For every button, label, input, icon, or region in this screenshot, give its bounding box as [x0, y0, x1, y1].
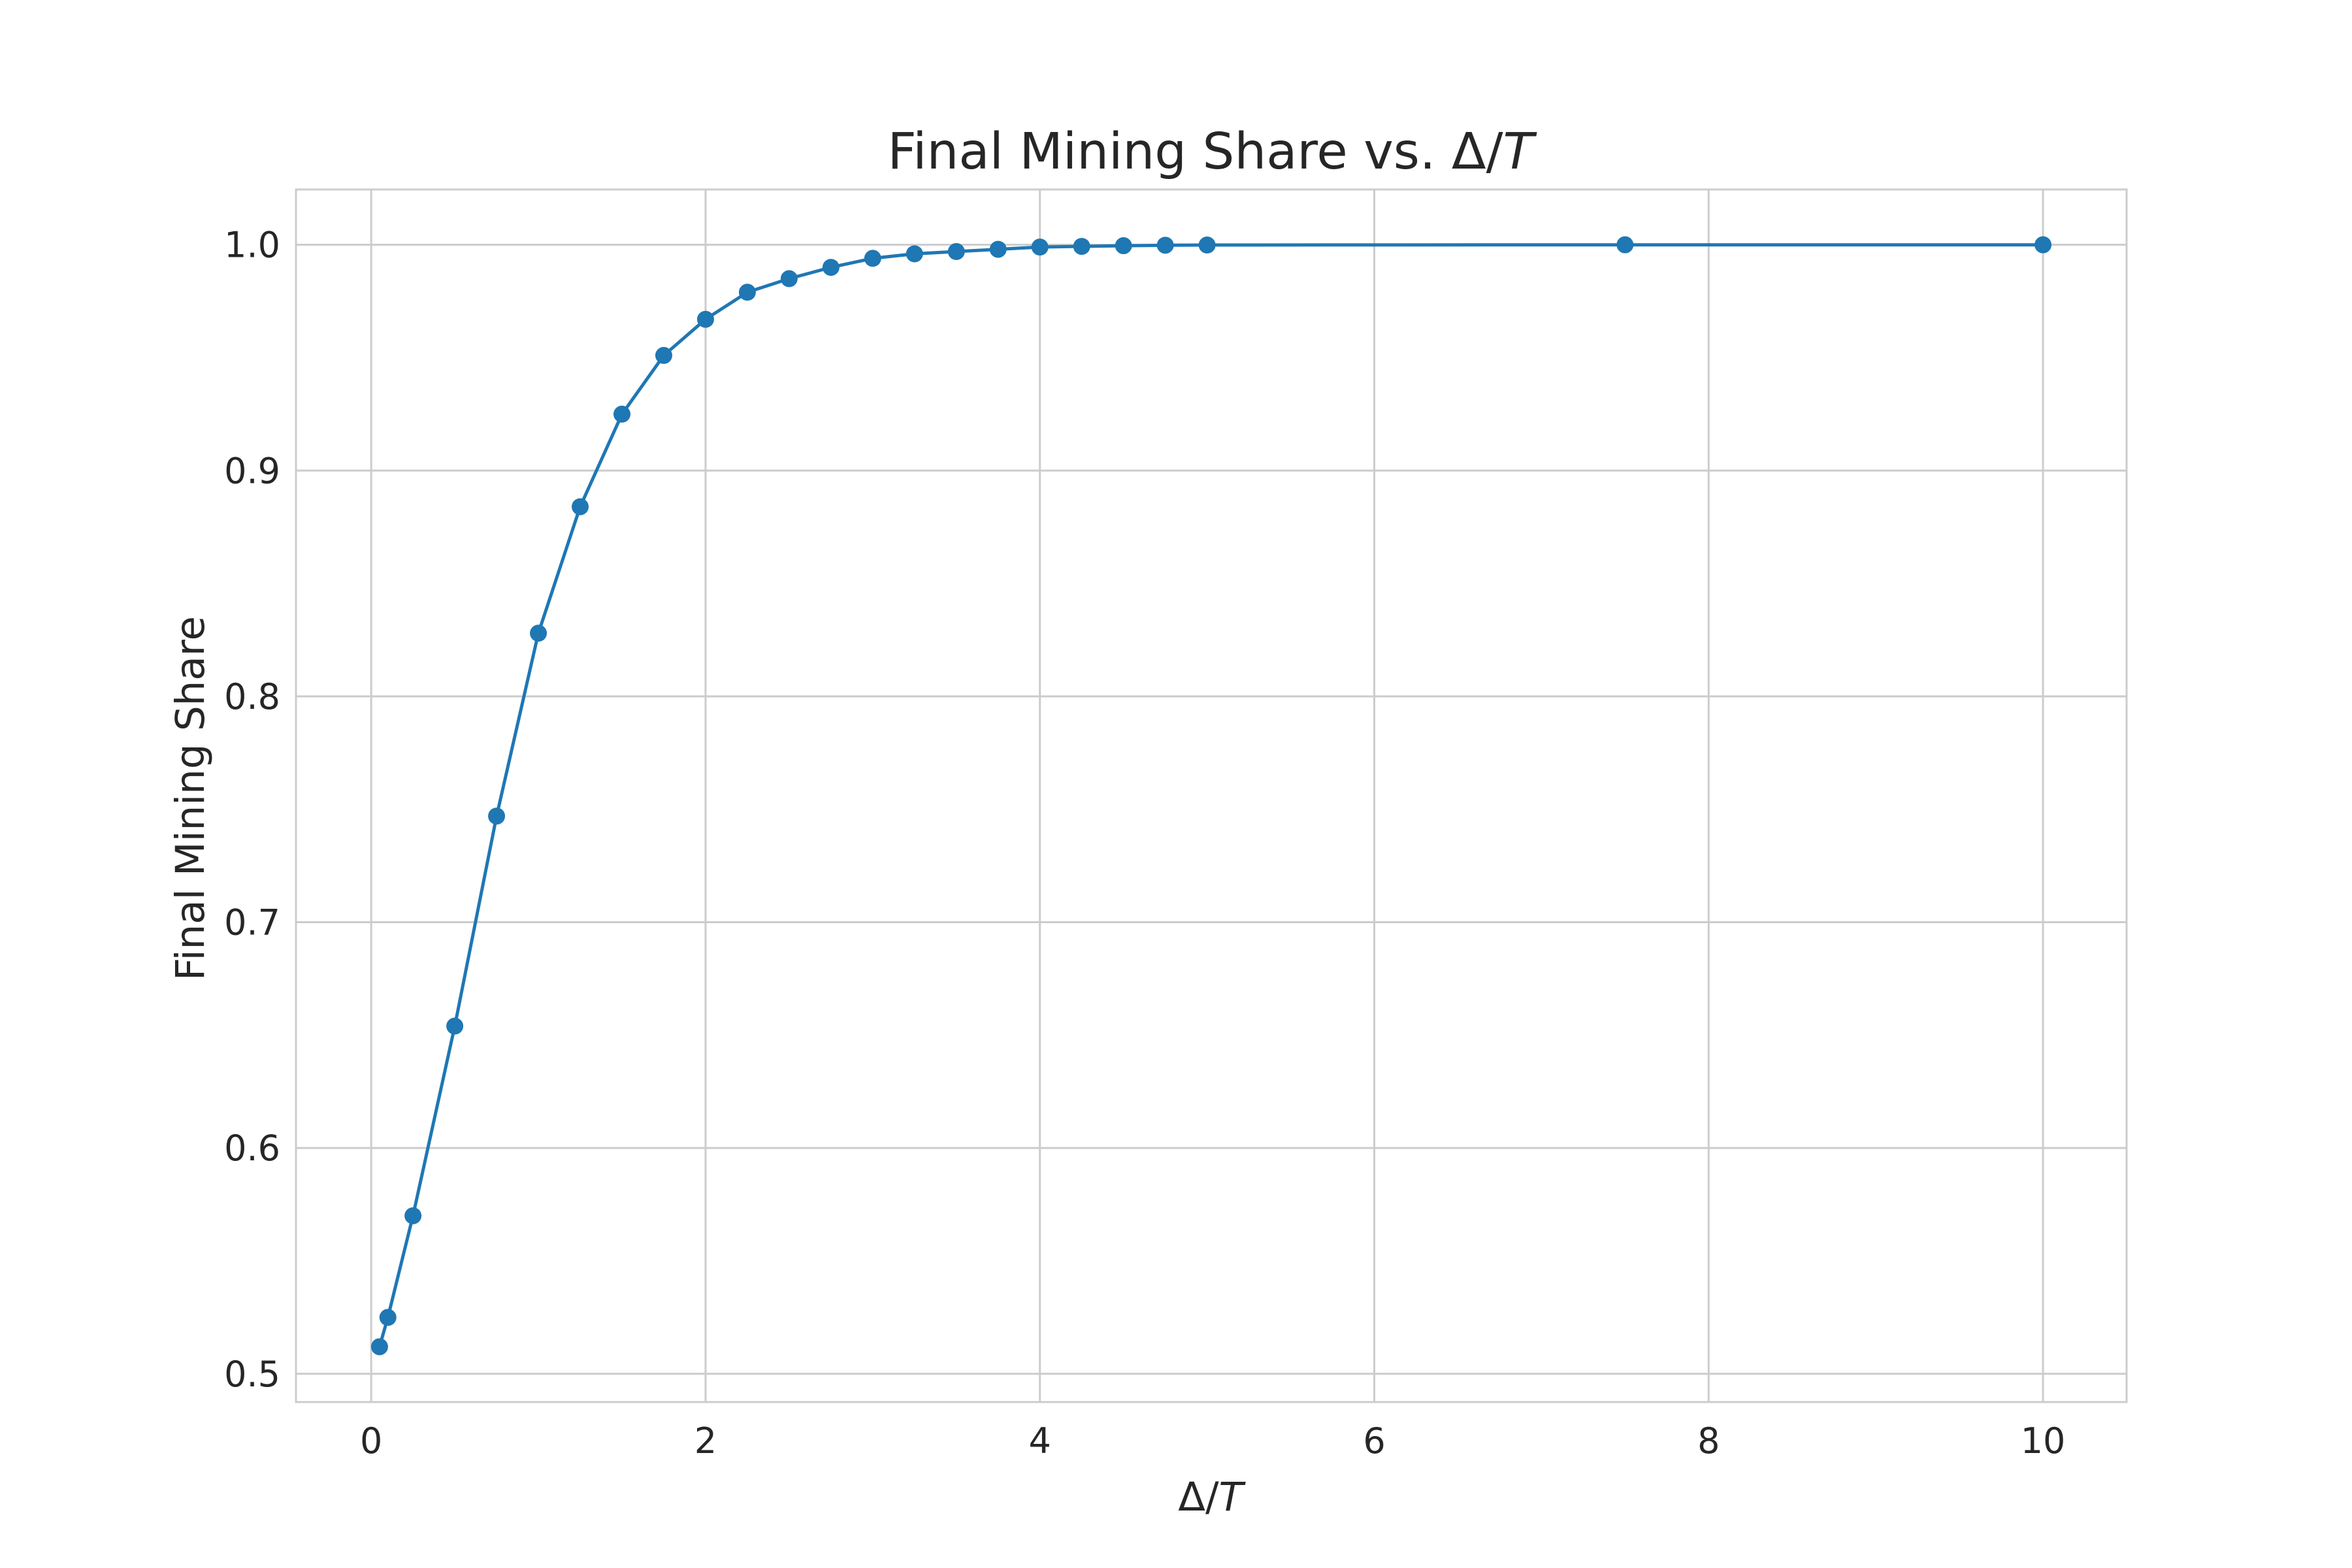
data-point — [446, 1017, 464, 1035]
x-axis-label: Δ/T — [1178, 1474, 1246, 1520]
tick-labels: 0 2 4 6 8 10 0.5 0.6 0.7 0.8 0.9 1.0 — [224, 225, 2065, 1462]
title-text: Final Mining Share vs. — [887, 123, 1451, 181]
data-point — [613, 405, 630, 423]
data-point — [1115, 237, 1132, 255]
data-point — [1031, 238, 1049, 256]
title-delta: Δ — [1452, 123, 1486, 181]
x-tick-label: 6 — [1363, 1420, 1385, 1462]
data-point — [989, 240, 1007, 258]
data-point — [780, 270, 798, 287]
grid — [296, 189, 2127, 1402]
data-point — [572, 498, 589, 515]
xlabel-delta: Δ — [1178, 1474, 1205, 1520]
data-point — [379, 1309, 397, 1326]
data-point — [864, 250, 881, 267]
y-axis-label: Final Mining Share — [167, 616, 214, 981]
y-tick-label: 0.6 — [224, 1128, 280, 1169]
x-tick-label: 0 — [360, 1420, 382, 1462]
y-tick-label: 0.9 — [224, 450, 280, 491]
data-point — [488, 808, 506, 825]
data-point — [738, 284, 756, 301]
data-point — [404, 1207, 422, 1224]
series-layer — [370, 236, 2052, 1356]
xlabel-t: T — [1219, 1474, 1247, 1520]
y-tick-label: 0.5 — [224, 1354, 280, 1395]
data-point — [822, 259, 840, 276]
y-tick-label: 0.7 — [224, 902, 280, 943]
title-slash: / — [1486, 123, 1503, 181]
x-tick-label: 2 — [694, 1420, 717, 1462]
data-point — [370, 1338, 388, 1356]
y-tick-label: 1.0 — [224, 225, 280, 266]
title-t: T — [1503, 123, 1538, 181]
data-point — [530, 625, 547, 642]
chart-title: Final Mining Share vs. Δ/T — [887, 123, 1537, 181]
data-point — [1073, 238, 1090, 255]
data-point — [1198, 237, 1216, 254]
xlabel-slash: / — [1205, 1474, 1219, 1520]
x-tick-label: 8 — [1697, 1420, 1720, 1462]
data-point — [696, 310, 714, 328]
data-point — [2034, 236, 2052, 253]
data-point — [1156, 237, 1174, 254]
data-point — [655, 347, 672, 365]
plot-frame — [295, 188, 2128, 1403]
data-point — [1616, 236, 1634, 253]
data-point — [947, 243, 965, 261]
y-tick-label: 0.8 — [224, 676, 280, 717]
data-point — [906, 245, 923, 263]
x-tick-label: 4 — [1029, 1420, 1051, 1462]
x-tick-label: 10 — [2021, 1420, 2066, 1462]
